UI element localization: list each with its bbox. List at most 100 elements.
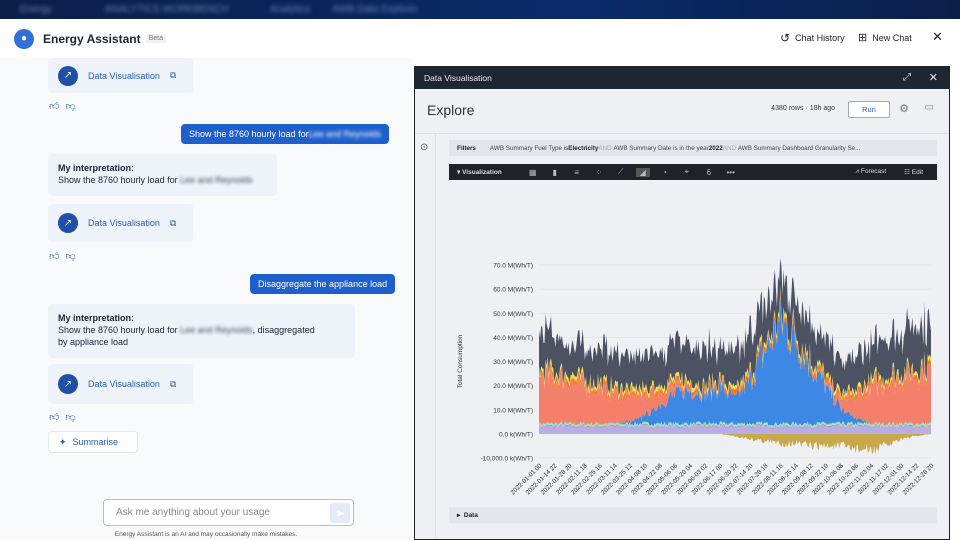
visualization-bar: ▾ Visualization ▦ ▮ ≡ ⁘ ⟋ ◢ ◔ ⌖ 6 ••• ⩘ … [449,164,937,180]
data-visualisation-link[interactable]: ↗ Data Visualisation ⧉ [48,204,193,242]
new-chat-icon: ⊞ [858,32,868,44]
top-navigation-bar: Energy ANALYTICS WORKBENCH Analytics AWB… [0,0,960,19]
y-tick-label: 40.0 M(Wh/T) [493,335,533,342]
beta-badge: Beta [145,34,166,43]
message-text: Show the 8760 hourly load for [189,129,309,139]
panel-header: Data Visualisation ⤢ ✕ [415,67,949,89]
y-tick-label: 20.0 M(Wh/T) [493,383,533,390]
more-icon[interactable]: ••• [726,167,735,177]
forecast-button[interactable]: ⩘ Forecast [855,168,887,175]
redacted-name: Lee and Reynolds [180,325,253,335]
send-icon[interactable]: ➤ [330,503,350,523]
thumbs-down-icon[interactable]: 👎︎ [65,412,76,423]
y-tick-label: 10.0 M(Wh/T) [493,407,533,414]
y-tick-label: 70.0 M(Wh/T) [493,263,533,270]
thumbs-up-icon[interactable]: 👍︎ [49,251,60,262]
redacted-name: Lee and Reynolds [180,175,253,185]
filters-bar[interactable]: Filters AWB Summary Fuel Type is Electri… [449,140,937,156]
thumbs-down-icon[interactable]: 👎︎ [65,101,76,112]
nav-item[interactable]: AWB Data Explorer [332,4,419,15]
chat-input[interactable]: Ask me anything about your usage ➤ [103,499,354,526]
edit-button[interactable]: ☷ Edit [904,169,923,176]
y-tick-label: 30.0 M(Wh/T) [493,359,533,366]
close-icon[interactable]: ✕ [932,29,943,44]
area-series-always_on [539,424,931,434]
filter-text: AWB Summary Date is in the year [613,144,709,152]
column-chart-icon[interactable]: ▮ [552,167,557,177]
sparkle-icon: ✦ [59,436,67,447]
feedback: 👍︎ 👎︎ [49,100,76,112]
external-link-icon: ⧉ [169,217,177,228]
filter-text: AWB Summary Dashboard Granularity Se... [737,144,861,152]
summarise-button[interactable]: ✦ Summarise [48,431,138,453]
data-visualisation-link[interactable]: ↗ Data Visualisation ⧉ [48,364,193,404]
new-chat-button[interactable]: ⊞ New Chat [858,31,912,44]
single-value-icon[interactable]: 6 [706,167,711,177]
user-message: Show the 8760 hourly load for Lee and Re… [181,124,390,144]
data-label: Data [463,511,478,519]
data-section-toggle[interactable]: ▸ Data [449,507,937,523]
filter-and: AND [598,144,612,152]
area-series-solar [539,433,931,456]
redacted-name: Lee and Reynolds [308,129,382,139]
area-chart-icon[interactable]: ◢ [635,167,650,177]
row-count: 4380 rows · 18h ago [771,105,835,112]
gear-icon[interactable]: ⚙ [899,103,909,115]
chart-icon: ↗ [58,65,78,86]
y-tick-label: 50.0 M(Wh/T) [493,311,533,318]
folder-icon[interactable]: ▭ [924,102,934,113]
assistant-header: ● Energy Assistant Beta [0,19,960,58]
bar-chart-icon[interactable]: ≡ [574,167,580,177]
forecast-label: Forecast [860,168,887,175]
feedback: 👍︎ 👎︎ [49,250,76,262]
nav-item[interactable]: Energy [20,4,52,15]
stacked-area-chart: 70.0 M(Wh/T) 60.0 M(Wh/T) 50.0 M(Wh/T) 40.0… [457,258,936,496]
filter-value: Electricity [568,144,599,152]
link-label: Data Visualisation [88,379,160,389]
nav-item[interactable]: Analytics [270,4,311,15]
assistant-title: Energy Assistant [43,31,141,46]
input-placeholder: Ask me anything about your usage [116,507,270,518]
interp-text: Show the 8760 hourly load for [58,325,181,335]
interp-text: , disaggregated [252,325,315,335]
y-axis-label: Total Consumption [457,334,464,388]
interpretation-card: My interpretation: Show the 8760 hourly l… [48,304,355,358]
area-series-cooling [539,294,931,426]
explore-title: Explore [427,102,475,118]
thumbs-down-icon[interactable]: 👎︎ [65,251,76,262]
data-visualisation-link[interactable]: ↗ Data Visualisation ⧉ [48,58,193,93]
data-visualisation-panel: Data Visualisation ⤢ ✕ Explore 4380 rows… [414,66,950,540]
nav-item[interactable]: ANALYTICS WORKBENCH [105,4,229,15]
link-label: Data Visualisation [88,218,160,228]
table-icon[interactable]: ▦ [528,167,537,177]
scatter-icon[interactable]: ⁘ [595,167,603,177]
visualization-label[interactable]: Visualization [462,169,502,176]
pie-chart-icon[interactable]: ◔ [662,167,668,177]
interpretation-card: My interpretation: Show the 8760 hourly l… [48,154,277,196]
chart-icon: ↗ [58,374,78,394]
filter-value: 2022 [708,144,723,152]
y-tick-label: 60.0 M(Wh/T) [493,287,533,294]
edit-label: Edit [911,169,923,176]
thumbs-up-icon[interactable]: 👍︎ [49,412,60,423]
map-pin-icon[interactable]: ⌖ [684,167,689,176]
user-message: Disaggregate the appliance load [250,274,396,294]
close-icon[interactable]: ✕ [928,72,938,84]
y-tick-label: -10,000.0 k(Wh/T) [481,456,533,463]
line-chart-icon[interactable]: ⟋ [617,167,624,176]
run-button[interactable]: Run [848,101,890,118]
thumbs-up-icon[interactable]: 👍︎ [49,101,60,112]
chart-icon: ↗ [58,213,78,233]
assistant-logo-icon: ● [14,28,34,49]
chat-history-button[interactable]: ↺ Chat History [780,31,845,45]
history-icon: ↺ [780,31,791,45]
new-chat-label: New Chat [872,32,912,43]
chat-history-label: Chat History [795,33,845,43]
y-tick-label: 0.0 k(Wh/T) [499,431,533,438]
interp-heading: My interpretation: [58,313,135,323]
expand-sidebar-icon[interactable]: ⊙ [420,142,429,153]
filters-label: Filters [457,144,476,152]
expand-icon[interactable]: ⤢ [903,72,911,83]
area-series-refrigeration [539,422,931,429]
summarise-label: Summarise [72,437,119,447]
